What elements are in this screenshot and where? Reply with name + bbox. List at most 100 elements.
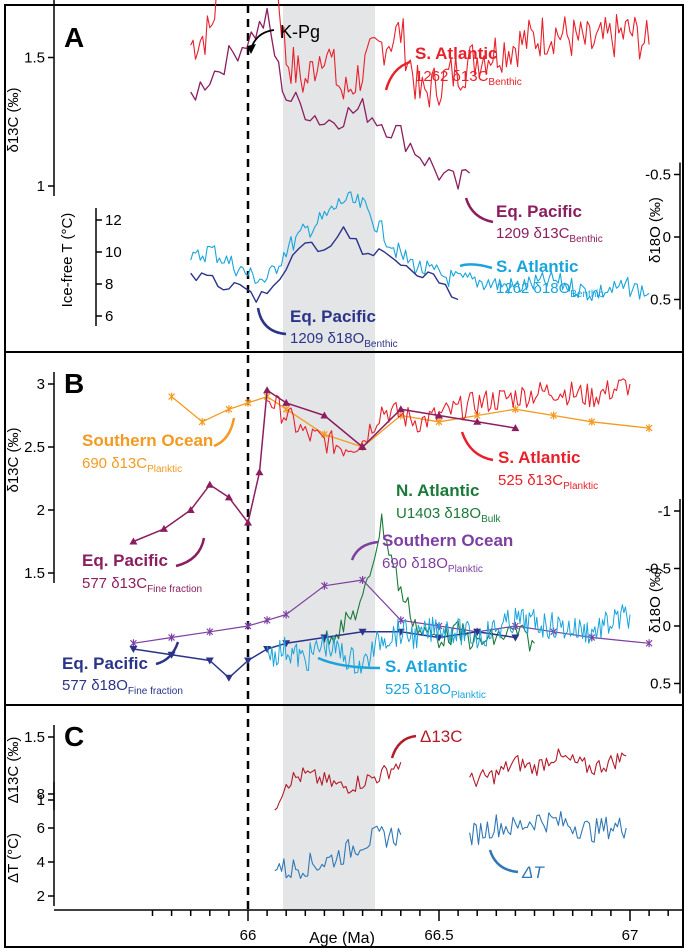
- series-b-eqpac-13c-point: [224, 493, 233, 501]
- label-b-eqpac-13c-name: Eq. Pacific: [82, 551, 168, 570]
- series-b-eqpac-13c-point: [396, 405, 405, 413]
- series-b-so-13c-point: [168, 392, 176, 401]
- label-b-eqpac-13c-desc: 577 δ13CFine fraction: [82, 575, 202, 595]
- series-b-eqpac-13c-point: [473, 417, 482, 425]
- series-b-eqpac-13c-point: [263, 386, 272, 394]
- series-b-satl-13c: [266, 378, 631, 457]
- series-b-eqpac-18o-point: [205, 657, 214, 665]
- axis-a-d18o-tick-label: 0: [663, 229, 671, 246]
- label-b-satl-18o: S. Atlantic 525 δ18OPlanktic: [385, 657, 486, 701]
- series-b-eqpac-18o-point: [511, 634, 520, 642]
- label-b-satl-13c: S. Atlantic 525 δ13CPlanktic: [498, 448, 598, 492]
- axis-b-d18o-tick-label: -0.5: [645, 561, 671, 578]
- series-b-so-18o-point: [282, 610, 290, 619]
- arrow-a-eqpac-18o: [256, 307, 287, 336]
- series-b-eqpac-13c-point: [435, 411, 443, 419]
- axis-c-dt-tick-label: 4: [37, 854, 45, 871]
- axis-c-dt-tick-label: 8: [37, 786, 45, 803]
- label-b-natl-18o: N. Atlantic U1403 δ18OBulk: [396, 481, 502, 525]
- label-b-natl-18o-desc: U1403 δ18OBulk: [396, 505, 502, 525]
- axis-b-d13c-title: δ13C (‰): [5, 427, 22, 492]
- series-b-eqpac-13c-point: [255, 468, 264, 476]
- x-axis-tick-label: 67: [622, 927, 639, 944]
- panel-letter-a: A: [64, 22, 84, 53]
- arrow-c-dt: [488, 849, 519, 874]
- axis-a-temp-tick-label: 6: [105, 308, 113, 325]
- series-b-eqpac-13c-point: [511, 424, 520, 432]
- series-b-eqpac-18o-point: [473, 628, 482, 636]
- figure-frame: [4, 4, 684, 948]
- label-b-so-18o-desc: 690 δ18OPlanktic: [382, 555, 483, 575]
- series-b-eqpac-13c-point: [282, 398, 291, 406]
- label-a-eqpac-18o: Eq. Pacific 1209 δ18OBenthic: [290, 307, 398, 350]
- series-a-eqpac-18o: [190, 226, 459, 303]
- axis-a-d18o-tick-label: 0.5: [650, 292, 671, 309]
- series-b-satl-18o: [266, 604, 631, 674]
- axis-b-d18o-tick-label: 0: [663, 618, 671, 635]
- arrow-b-satl-13c: [460, 431, 494, 462]
- series-b-so-13c-point: [225, 405, 233, 414]
- axis-c-d13c-tick-label: 1: [37, 792, 45, 809]
- event-shading: [283, 5, 375, 910]
- series-b-so-18o-point: [397, 616, 405, 625]
- axis-b-d18o-title: δ18O (‰): [647, 567, 664, 633]
- series-b-so-13c: [171, 395, 650, 448]
- label-a-eqpac-18o-desc: 1209 δ18OBenthic: [290, 330, 398, 350]
- series-c-dt-early: [274, 825, 402, 879]
- series-b-eqpac-13c-point: [205, 480, 214, 488]
- label-a-eqpac-13c-name: Eq. Pacific: [496, 202, 582, 221]
- axis-b-d13c-tick-label: 1.5: [24, 565, 45, 582]
- series-b-so-18o-point: [320, 581, 328, 590]
- label-c-d13c: Δ13C: [420, 727, 463, 746]
- arrow-a-eqpac-13c: [464, 197, 494, 224]
- series-b-eqpac-18o-point: [224, 674, 233, 682]
- label-b-so-13c-name: Southern Ocean: [82, 431, 213, 450]
- series-b-so-13c-point: [588, 417, 596, 426]
- axis-a-temp-tick-label: 8: [105, 276, 113, 293]
- kpg-label-arrow: [251, 29, 275, 47]
- series-c-d13c-early: [274, 762, 402, 811]
- arrow-b-eqpac-13c: [175, 537, 206, 568]
- x-axis-tick-label: 66.5: [424, 927, 453, 944]
- axis-a-d13c-title: δ13C (‰): [5, 87, 22, 152]
- label-a-satl-13c: S. Atlantic 1262 δ13CBenthic: [415, 44, 522, 88]
- series-b-so-18o-point: [206, 627, 214, 636]
- series-b-eqpac-18o-point: [244, 657, 252, 665]
- series-a-eqpac-13c: [190, 7, 471, 190]
- series-b-so-13c-point: [550, 411, 558, 420]
- arrow-b-so-18o: [350, 540, 379, 561]
- kpg-arrow-head: [247, 44, 256, 54]
- axis-b-d13c-tick-label: 2: [37, 502, 45, 519]
- series-b-eqpac-18o-point: [263, 646, 272, 653]
- series-b-eqpac-13c-point: [358, 443, 367, 450]
- axis-layer: 2 1.5 1 12 10 8 6 -0.5 0 0.5 3 2.5 2 1.5 -1 -0.5 0 0.5 1.5…: [5, 0, 683, 944]
- label-a-satl-18o-name: S. Atlantic: [496, 257, 579, 276]
- axis-a-d13c-tick-label: 1: [37, 178, 45, 195]
- axis-c-dt-title: ΔT (°C): [5, 833, 22, 883]
- axis-a-temp-tick-label: 10: [105, 244, 122, 261]
- label-a-eqpac-18o-name: Eq. Pacific: [290, 307, 376, 326]
- label-b-so-13c: Southern Ocean 690 δ13CPlanktic: [82, 431, 213, 475]
- series-a-satl-13c: [190, 0, 650, 108]
- axis-c-dt-tick-label: 6: [37, 820, 45, 837]
- x-axis-tick-label: 66: [240, 927, 257, 944]
- series-b-so-18o-point: [645, 639, 653, 648]
- label-b-eqpac-18o: Eq. Pacific 577 δ18OFine fraction: [62, 654, 183, 697]
- series-b-so-18o-point: [168, 633, 176, 642]
- series-b-so-13c-point: [244, 398, 252, 407]
- axis-c-dt-tick-label: 2: [37, 888, 45, 905]
- label-b-satl-13c-desc: 525 δ13CPlanktic: [498, 472, 598, 492]
- series-b-so-18o-point: [129, 639, 137, 648]
- axis-a-d13c-tick-label: 1.5: [24, 50, 45, 67]
- kpg-label: K-Pg: [280, 22, 320, 42]
- axis-c-d13c-title: Δ13C (‰): [5, 737, 22, 804]
- label-b-eqpac-18o-desc: 577 δ18OFine fraction: [62, 677, 183, 697]
- axis-b-d18o-tick-label: -1: [658, 503, 671, 520]
- arrow-a-satl-18o: [459, 263, 493, 270]
- arrow-b-so-13c: [213, 417, 236, 448]
- series-b-eqpac-13c-point: [244, 518, 252, 526]
- series-b-so-18o-point: [359, 576, 367, 584]
- label-b-so-18o: Southern Ocean 690 δ18OPlanktic: [382, 531, 513, 575]
- arrow-a-satl-13c: [384, 60, 411, 91]
